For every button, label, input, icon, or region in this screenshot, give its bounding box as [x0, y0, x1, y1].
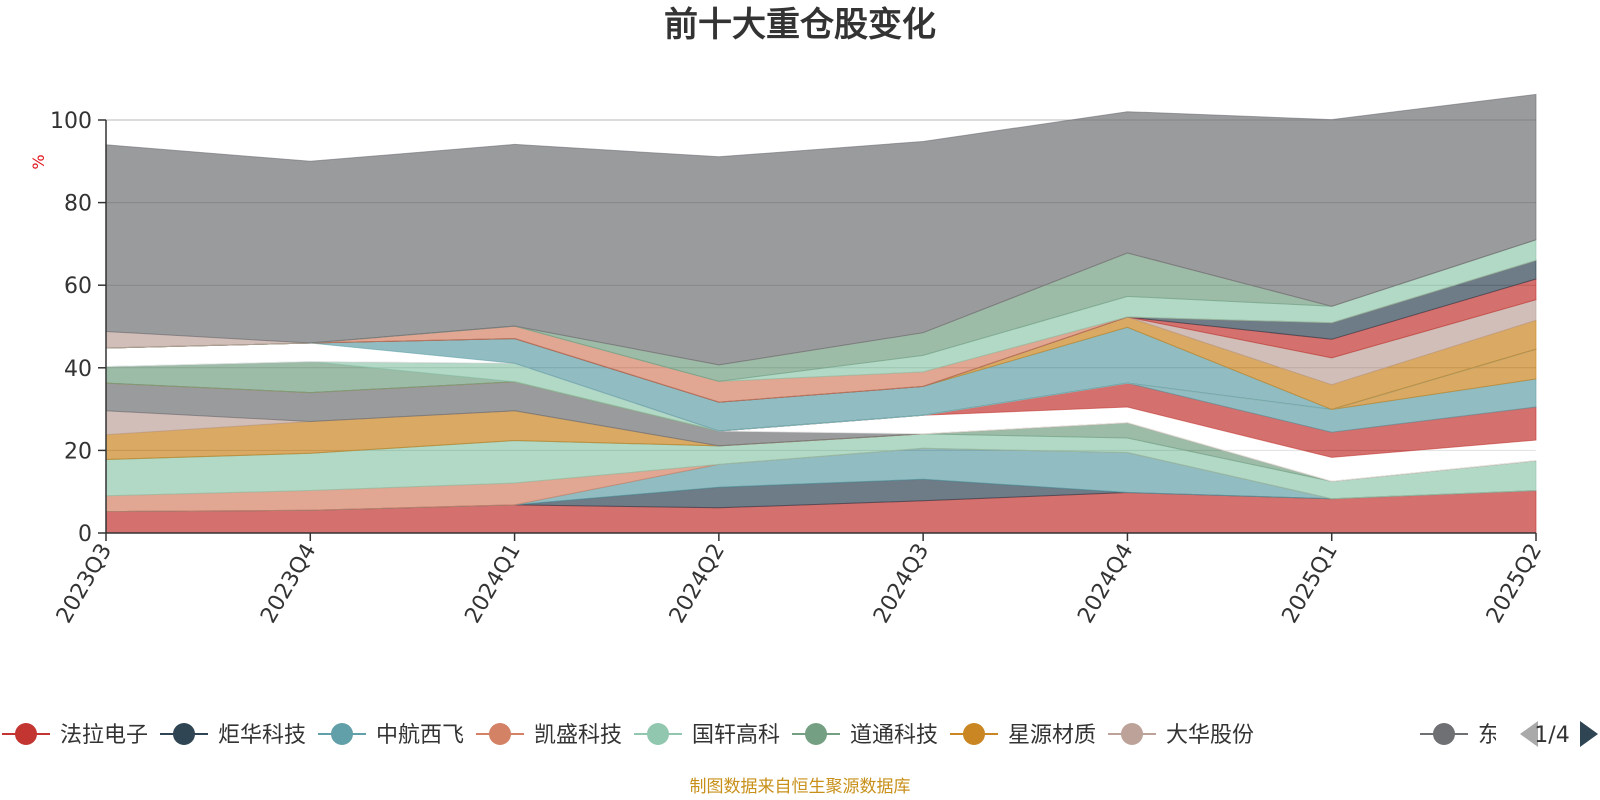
legend-item-4[interactable]: 国轩高科 [634, 723, 780, 748]
legend-label-partial: 东 [1478, 723, 1500, 748]
legend-item-3[interactable]: 凯盛科技 [476, 723, 622, 748]
legend-marker-0 [15, 723, 37, 745]
legend-label-2: 中航西飞 [376, 723, 464, 748]
legend-marker-4 [647, 723, 669, 745]
x-tick-label-2023Q3: 2023Q3 [52, 540, 117, 628]
x-tick-label-2024Q1: 2024Q1 [460, 540, 525, 628]
y-tick-label-60: 60 [64, 274, 92, 299]
y-tick-label-20: 20 [64, 439, 92, 464]
legend-item-5[interactable]: 道通科技 [792, 723, 938, 748]
legend-item-6[interactable]: 星源材质 [950, 723, 1096, 748]
legend-marker-1 [173, 723, 195, 745]
legend-label-4: 国轩高科 [692, 723, 780, 748]
legend-marker-6 [963, 723, 985, 745]
y-axis-unit: % [29, 154, 48, 169]
legend-label-7: 大华股份 [1166, 723, 1254, 748]
legend-label-5: 道通科技 [850, 723, 938, 748]
x-tick-label-2024Q4: 2024Q4 [1073, 540, 1138, 628]
x-tick-label-2025Q1: 2025Q1 [1278, 540, 1343, 628]
legend-label-0: 法拉电子 [60, 723, 148, 748]
legend-prev-icon[interactable] [1520, 721, 1538, 747]
x-tick-label-2023Q4: 2023Q4 [256, 540, 321, 628]
legend-item-2[interactable]: 中航西飞 [318, 723, 464, 748]
legend-item-1[interactable]: 炬华科技 [160, 723, 306, 748]
area-series [105, 93, 1537, 534]
legend-marker-7 [1121, 723, 1143, 745]
y-tick-label-0: 0 [78, 522, 92, 547]
x-tick-label-2024Q3: 2024Q3 [869, 540, 934, 628]
area-series-26 [105, 93, 1537, 366]
source-note: 制图数据来自恒生聚源数据库 [689, 777, 911, 797]
legend-item-0[interactable]: 法拉电子 [2, 723, 148, 748]
legend[interactable]: 法拉电子 炬华科技 中航西飞 凯盛科技 国轩高科 道通科技 星源材质 大华股份 东 1/4 [2, 721, 1598, 748]
legend-item-7[interactable]: 大华股份 [1108, 723, 1254, 748]
y-tick-label-80: 80 [64, 192, 92, 217]
legend-page-indicator: 1/4 [1534, 723, 1569, 748]
legend-item-partial[interactable]: 东 [1420, 723, 1500, 748]
legend-label-1: 炬华科技 [218, 723, 306, 748]
legend-next-icon[interactable] [1580, 721, 1598, 747]
y-tick-label-40: 40 [64, 357, 92, 382]
legend-marker-2 [331, 723, 353, 745]
legend-label-6: 星源材质 [1008, 723, 1096, 748]
chart-title: 前十大重仓股变化 [664, 5, 936, 45]
legend-marker-3 [489, 723, 511, 745]
x-tick-label-2024Q2: 2024Q2 [665, 540, 730, 628]
legend-marker-5 [805, 723, 827, 745]
legend-label-3: 凯盛科技 [534, 723, 622, 748]
y-tick-label-100: 100 [50, 109, 92, 134]
x-tick-label-2025Q2: 2025Q2 [1482, 540, 1547, 628]
